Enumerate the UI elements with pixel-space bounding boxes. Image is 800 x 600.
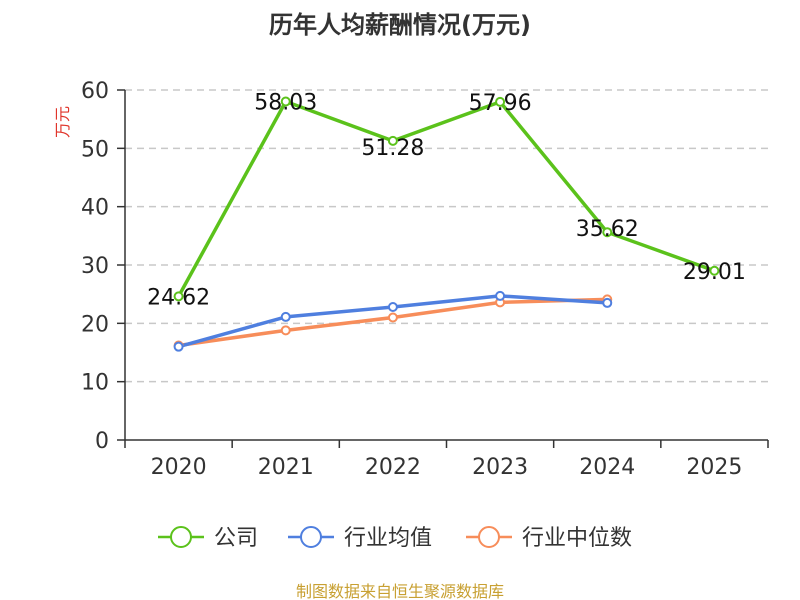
axes: 0 10 20 30 40 50 60 2020 2021 2022 2023 2024 2025 bbox=[81, 79, 769, 480]
source-note: 制图数据来自恒生聚源数据库 bbox=[296, 582, 504, 600]
y-tick-label: 50 bbox=[81, 137, 109, 162]
data-point bbox=[387, 302, 398, 312]
x-tick-label: 2020 bbox=[151, 455, 207, 480]
legend-label: 行业中位数 bbox=[522, 526, 632, 551]
data-point bbox=[709, 265, 720, 276]
data-label: 57.96 bbox=[469, 91, 532, 116]
x-tick-label: 2021 bbox=[258, 455, 314, 480]
legend-marker bbox=[170, 526, 192, 548]
data-label: 58.03 bbox=[254, 90, 317, 115]
y-tick-label: 30 bbox=[81, 254, 109, 279]
y-tick-label: 0 bbox=[95, 429, 109, 454]
x-tick-label: 2023 bbox=[472, 455, 528, 480]
y-tick-label: 10 bbox=[81, 371, 109, 396]
x-tick-label: 2022 bbox=[365, 455, 421, 480]
legend-label: 公司 bbox=[214, 526, 258, 551]
data-point bbox=[173, 341, 184, 352]
data-point bbox=[280, 325, 291, 336]
data-label: 24.62 bbox=[147, 285, 210, 310]
data-point bbox=[387, 312, 398, 323]
chart-title: 历年人均薪酬情况(万元) bbox=[269, 11, 531, 39]
data-point bbox=[495, 290, 506, 301]
data-point bbox=[280, 96, 291, 107]
legend-marker bbox=[300, 526, 322, 548]
data-point bbox=[495, 96, 506, 107]
series-points bbox=[173, 96, 720, 352]
data-point bbox=[173, 291, 184, 302]
data-label: 51.28 bbox=[361, 136, 424, 161]
data-point bbox=[387, 135, 398, 146]
legend-label: 行业均值 bbox=[344, 526, 432, 551]
data-point bbox=[280, 311, 291, 322]
legend-marker bbox=[478, 526, 500, 548]
data-point bbox=[602, 297, 613, 308]
data-label: 29.01 bbox=[683, 260, 746, 285]
data-point bbox=[602, 227, 613, 238]
y-tick-label: 40 bbox=[81, 196, 109, 221]
legend[interactable]: 公司 行业均值 行业中位数 bbox=[158, 526, 632, 551]
data-labels: 24.62 58.03 51.28 57.96 35.62 29.01 bbox=[147, 90, 746, 310]
legend-item[interactable]: 行业均值 bbox=[288, 526, 432, 551]
data-label: 35.62 bbox=[576, 217, 639, 242]
x-tick-label: 2025 bbox=[686, 455, 742, 480]
legend-item[interactable]: 公司 bbox=[158, 526, 258, 551]
y-tick-label: 60 bbox=[81, 79, 109, 104]
series-line bbox=[177, 99, 716, 298]
legend-item[interactable]: 行业中位数 bbox=[466, 526, 632, 551]
y-axis-label: 万元 bbox=[53, 106, 72, 138]
y-tick-label: 20 bbox=[81, 312, 109, 337]
x-tick-label: 2024 bbox=[579, 455, 635, 480]
